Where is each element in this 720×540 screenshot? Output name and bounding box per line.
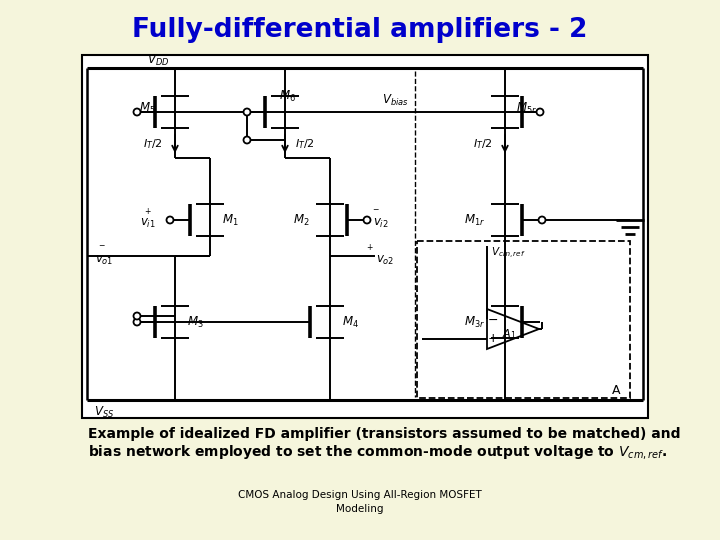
Text: $M_{1r}$: $M_{1r}$ bbox=[464, 212, 485, 227]
Text: $v_{i1}$: $v_{i1}$ bbox=[140, 217, 156, 230]
Text: $M_2$: $M_2$ bbox=[294, 212, 310, 227]
Bar bbox=[82, 55, 648, 418]
Text: $M_4$: $M_4$ bbox=[341, 314, 359, 329]
Text: A: A bbox=[611, 383, 620, 396]
Text: $M_{3r}$: $M_{3r}$ bbox=[464, 314, 485, 329]
Text: $M_3$: $M_3$ bbox=[186, 314, 203, 329]
Text: $v_{i2}$: $v_{i2}$ bbox=[373, 217, 389, 230]
Text: $M_6$: $M_6$ bbox=[279, 89, 295, 104]
Text: $I_T/2$: $I_T/2$ bbox=[295, 137, 315, 151]
Circle shape bbox=[166, 217, 174, 224]
Text: Fully-differential amplifiers - 2: Fully-differential amplifiers - 2 bbox=[132, 17, 588, 43]
Text: $I_T/2$: $I_T/2$ bbox=[143, 137, 163, 151]
Text: $V_{DD}$: $V_{DD}$ bbox=[147, 52, 169, 68]
Circle shape bbox=[364, 217, 371, 224]
Text: $-$: $-$ bbox=[487, 313, 498, 326]
Text: $I_T/2$: $I_T/2$ bbox=[473, 137, 492, 151]
Text: $^+$: $^+$ bbox=[143, 207, 153, 217]
Text: $V_{cm,ref}$: $V_{cm,ref}$ bbox=[491, 246, 526, 261]
Circle shape bbox=[243, 137, 251, 144]
Text: $A_1$: $A_1$ bbox=[502, 327, 516, 341]
Text: CMOS Analog Design Using All-Region MOSFET
Modeling: CMOS Analog Design Using All-Region MOSF… bbox=[238, 490, 482, 514]
Text: $^-$: $^-$ bbox=[371, 207, 380, 217]
Text: $+$: $+$ bbox=[487, 333, 499, 346]
Circle shape bbox=[243, 109, 251, 116]
Text: $M_5$: $M_5$ bbox=[139, 100, 156, 116]
Circle shape bbox=[539, 217, 546, 224]
Circle shape bbox=[536, 109, 544, 116]
Text: $^-$: $^-$ bbox=[97, 243, 107, 253]
Text: Example of idealized FD amplifier (transistors assumed to be matched) and: Example of idealized FD amplifier (trans… bbox=[88, 427, 680, 441]
Text: $M_1$: $M_1$ bbox=[222, 212, 238, 227]
Text: bias network employed to set the common-mode output voltage to $V_{cm,ref}$.: bias network employed to set the common-… bbox=[88, 443, 667, 461]
Text: $^+$: $^+$ bbox=[365, 243, 374, 253]
Text: $M_{5r}$: $M_{5r}$ bbox=[516, 100, 538, 116]
Circle shape bbox=[133, 319, 140, 326]
Text: $V_{bias}$: $V_{bias}$ bbox=[382, 92, 408, 107]
Text: $V_{SS}$: $V_{SS}$ bbox=[94, 404, 114, 420]
Bar bbox=[417, 241, 630, 398]
Text: $v_{o1}$: $v_{o1}$ bbox=[95, 253, 113, 267]
Text: $v_{o2}$: $v_{o2}$ bbox=[376, 253, 395, 267]
Circle shape bbox=[133, 109, 140, 116]
Circle shape bbox=[133, 313, 140, 320]
